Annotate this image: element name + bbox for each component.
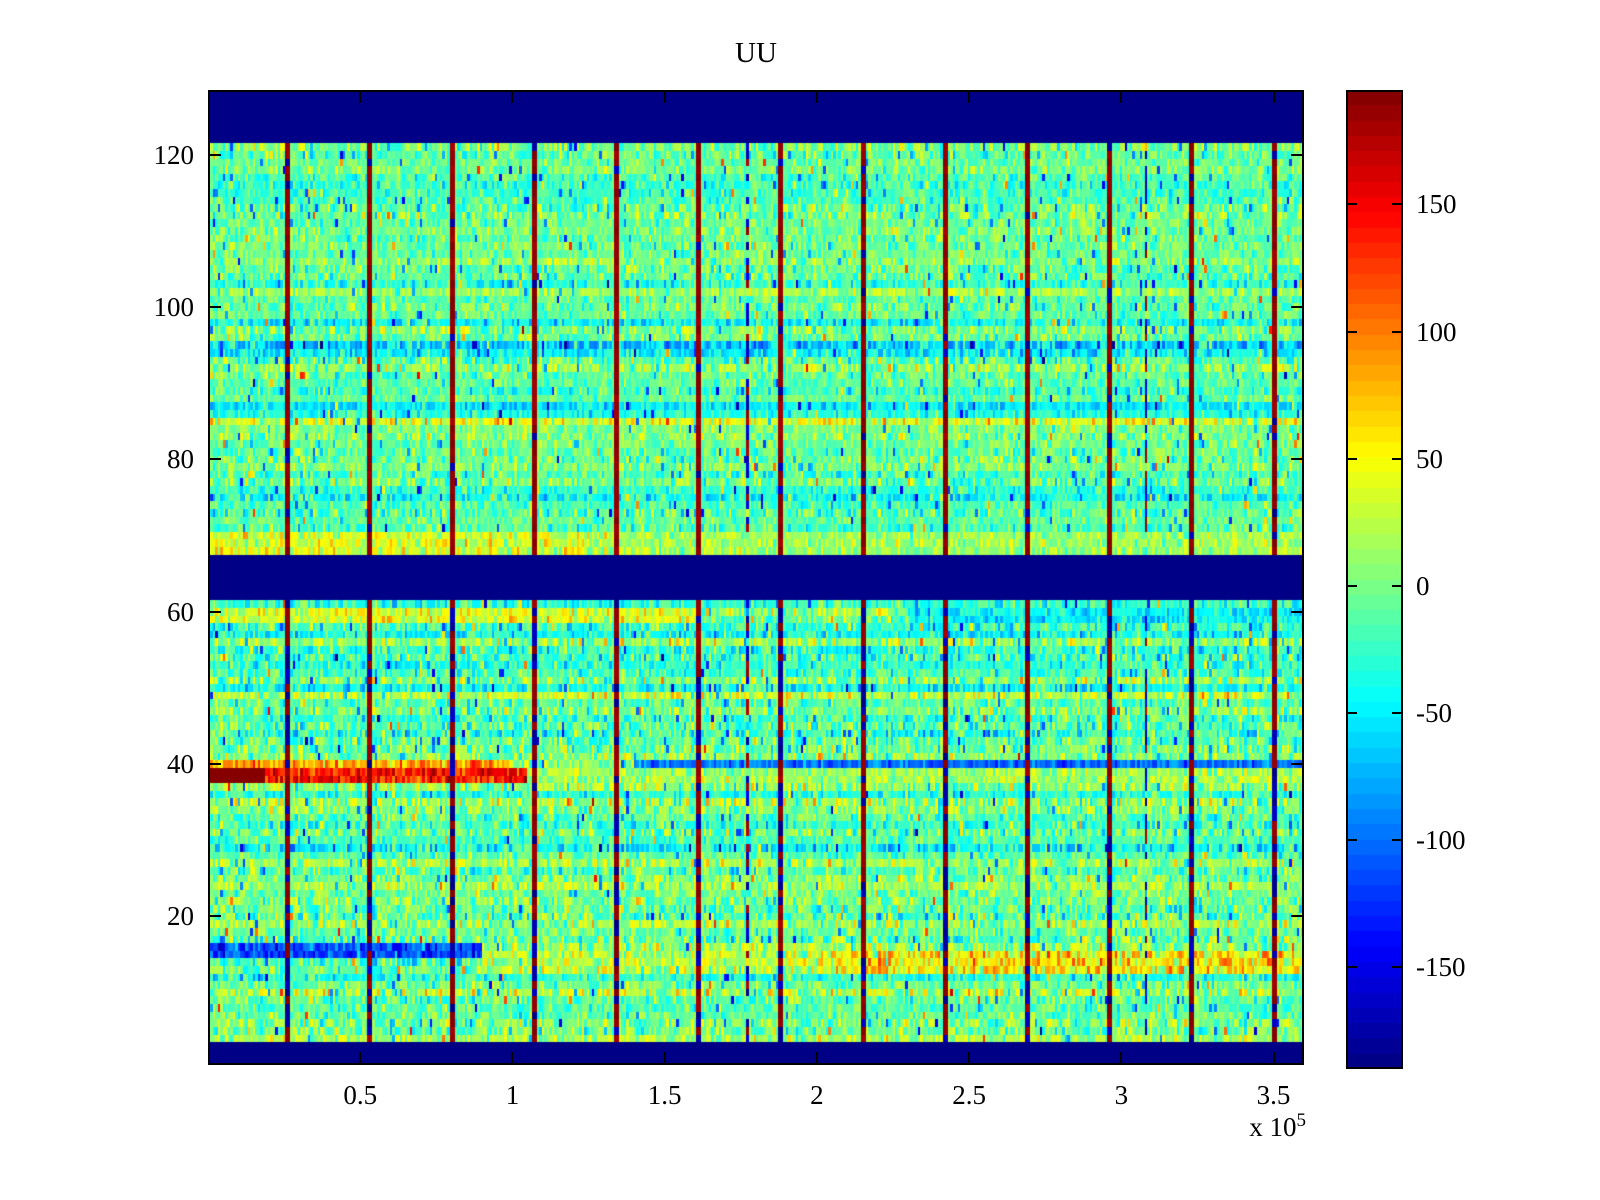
y-tick-mark-right xyxy=(1291,458,1302,461)
y-axis-tick-label: 100 xyxy=(153,292,195,323)
x-tick-mark xyxy=(663,1052,666,1063)
colorbar-tick-mark xyxy=(1348,330,1357,333)
x-axis-tick-label: 0.5 xyxy=(343,1080,378,1110)
colorbar-tick-label: 150 xyxy=(1416,189,1457,220)
colorbar-tick-mark xyxy=(1348,839,1357,842)
chart-title: UU xyxy=(735,37,777,69)
x-axis-tick-label: 1.5 xyxy=(647,1080,682,1110)
colorbar-tick-mark xyxy=(1348,966,1357,969)
colorbar-tick-mark xyxy=(1348,712,1357,714)
y-tick-mark xyxy=(210,610,221,613)
colorbar-tick-label: 50 xyxy=(1416,443,1443,474)
y-tick-mark-right xyxy=(1291,153,1302,156)
colorbar-tick-label: 100 xyxy=(1416,316,1457,347)
y-tick-mark-right xyxy=(1291,763,1302,766)
y-tick-mark xyxy=(210,458,221,461)
colorbar-tick-mark-right xyxy=(1392,712,1401,714)
x-tick-mark xyxy=(1120,1052,1123,1063)
x-tick-mark xyxy=(968,1052,971,1063)
x-tick-mark-top xyxy=(1272,92,1275,103)
colorbar-tick-label: -50 xyxy=(1416,698,1452,728)
colorbar-tick-mark-right xyxy=(1392,839,1401,842)
y-tick-mark-right xyxy=(1291,915,1302,918)
y-tick-mark xyxy=(210,915,221,918)
colorbar-tick-mark xyxy=(1348,203,1357,206)
colorbar-tick-label: -150 xyxy=(1416,952,1466,983)
y-axis-tick-label: 60 xyxy=(167,596,194,627)
y-axis-tick-label: 20 xyxy=(167,901,194,932)
x-tick-mark-top xyxy=(968,92,971,103)
colorbar-tick-mark-right xyxy=(1392,584,1401,587)
y-tick-mark xyxy=(210,153,221,156)
x-tick-mark xyxy=(1272,1052,1275,1063)
y-axis-tick-label: 80 xyxy=(167,444,194,475)
colorbar-canvas xyxy=(1346,90,1403,1069)
colorbar-tick-label: 0 xyxy=(1416,570,1430,601)
x-axis-tick-label: 2 xyxy=(810,1080,824,1110)
y-tick-mark xyxy=(210,763,221,766)
colorbar-tick-mark-right xyxy=(1392,330,1401,333)
y-tick-mark-right xyxy=(1291,610,1302,613)
y-axis-tick-label: 40 xyxy=(167,749,194,780)
heatmap-canvas xyxy=(208,90,1304,1065)
x-tick-mark xyxy=(511,1052,514,1063)
x-axis-multiplier-label: x 105 xyxy=(1249,1110,1306,1142)
x-tick-mark xyxy=(815,1052,818,1063)
x-tick-mark xyxy=(359,1052,362,1063)
x-tick-mark-top xyxy=(815,92,818,103)
colorbar-tick-mark-right xyxy=(1392,457,1401,460)
x-tick-mark-top xyxy=(359,92,362,103)
x-tick-mark-top xyxy=(1120,92,1123,103)
heatmap-plot-area xyxy=(208,90,1304,1065)
x-tick-mark-top xyxy=(663,92,666,103)
colorbar-tick-mark-right xyxy=(1392,203,1401,206)
x-axis-tick-label: 2.5 xyxy=(952,1080,986,1110)
colorbar-tick-mark xyxy=(1348,457,1357,460)
x-axis-tick-label: 3.5 xyxy=(1256,1080,1291,1110)
x-axis-tick-label: 3 xyxy=(1114,1080,1129,1110)
y-tick-mark xyxy=(210,306,221,309)
colorbar-tick-label: -100 xyxy=(1416,825,1466,856)
x-tick-mark-top xyxy=(511,92,514,103)
y-tick-mark-right xyxy=(1291,306,1302,309)
colorbar-tick-mark-right xyxy=(1392,966,1401,969)
colorbar xyxy=(1346,90,1403,1069)
y-axis-tick-label: 120 xyxy=(153,139,195,170)
colorbar-tick-mark xyxy=(1348,584,1357,587)
x-axis-tick-label: 1 xyxy=(505,1080,520,1110)
